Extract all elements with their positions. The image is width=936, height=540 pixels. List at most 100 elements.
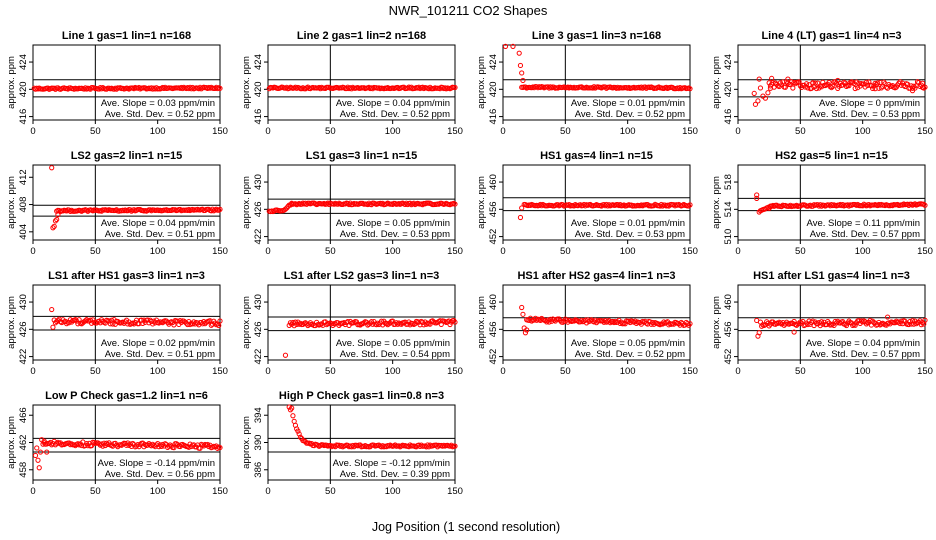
data-point bbox=[286, 404, 292, 410]
data-point bbox=[55, 317, 61, 323]
panel-13: Low P Check gas=1.2 lin=1 n=6 0 50 100 150 45… bbox=[6, 390, 228, 497]
slope-annotation: Ave. Slope = 0.04 ppm/min bbox=[101, 218, 215, 229]
data-point bbox=[757, 208, 764, 214]
y-tick-label: 426 bbox=[253, 201, 264, 217]
data-point bbox=[208, 322, 214, 328]
x-tick-label: 150 bbox=[447, 366, 463, 377]
data-point bbox=[782, 84, 788, 90]
data-point bbox=[297, 434, 304, 440]
y-tick-label: 462 bbox=[18, 435, 29, 451]
x-tick-label: 100 bbox=[385, 366, 401, 377]
plot-frame bbox=[502, 284, 691, 361]
y-tick-label: 422 bbox=[253, 229, 264, 245]
data-points bbox=[32, 437, 223, 471]
std-dev-annotation: Ave. Std. Dev. = 0.53 ppm bbox=[810, 109, 920, 120]
data-points bbox=[502, 43, 693, 92]
y-tick-label: 456 bbox=[488, 201, 499, 217]
data-point bbox=[872, 86, 878, 92]
y-tick-label: 452 bbox=[723, 349, 734, 365]
std-dev-annotation: Ave. Std. Dev. = 0.52 ppm bbox=[575, 349, 685, 360]
slope-annotation: Ave. Slope = 0.11 ppm/min bbox=[807, 218, 920, 229]
panels: Line 1 gas=1 lin=1 n=168 0 50 100 150 416 420 4… bbox=[6, 30, 933, 497]
panel-title: High P Check gas=1 lin=0.8 n=3 bbox=[279, 390, 444, 402]
data-point bbox=[96, 441, 102, 447]
panel-14: High P Check gas=1 lin=0.8 n=3 0 50 100 150 3… bbox=[241, 390, 463, 497]
data-point bbox=[76, 442, 82, 448]
x-tick-label: 50 bbox=[560, 126, 571, 137]
std-dev-annotation: Ave. Std. Dev. = 0.52 ppm bbox=[340, 109, 450, 120]
y-axis-label: approx. ppm bbox=[711, 296, 722, 349]
data-point bbox=[754, 192, 760, 198]
data-point bbox=[290, 413, 296, 419]
x-tick-label: 150 bbox=[212, 366, 228, 377]
data-point bbox=[55, 439, 61, 445]
y-tick-label: 460 bbox=[723, 294, 734, 310]
data-point bbox=[757, 85, 764, 91]
y-axis-label: approx. ppm bbox=[241, 296, 252, 349]
y-axis-label: approx. ppm bbox=[6, 56, 17, 109]
y-tick-label: 424 bbox=[488, 54, 499, 70]
std-dev-annotation: Ave. Std. Dev. = 0.57 ppm bbox=[810, 349, 920, 360]
x-tick-label: 50 bbox=[325, 126, 336, 137]
y-axis-label: approx. ppm bbox=[241, 56, 252, 109]
data-point bbox=[150, 321, 156, 327]
y-tick-label: 422 bbox=[18, 349, 29, 365]
data-point bbox=[519, 205, 525, 211]
y-tick-label: 394 bbox=[253, 407, 264, 423]
data-point bbox=[452, 443, 458, 449]
data-point bbox=[452, 84, 458, 91]
x-tick-label: 0 bbox=[265, 126, 270, 137]
data-points bbox=[282, 317, 458, 358]
data-points bbox=[754, 192, 928, 215]
y-tick-label: 424 bbox=[723, 54, 734, 70]
data-point bbox=[756, 209, 762, 215]
std-dev-annotation: Ave. Std. Dev. = 0.53 ppm bbox=[575, 229, 685, 240]
data-point bbox=[791, 318, 797, 325]
data-point bbox=[842, 321, 848, 327]
x-tick-label: 150 bbox=[447, 126, 463, 137]
x-tick-label: 150 bbox=[682, 126, 698, 137]
y-tick-label: 458 bbox=[18, 462, 29, 478]
data-point bbox=[546, 319, 552, 325]
x-tick-label: 150 bbox=[447, 486, 463, 497]
panel-title: LS1 after HS1 gas=3 lin=1 n=3 bbox=[48, 270, 205, 282]
y-tick-label: 420 bbox=[18, 81, 29, 97]
slope-annotation: Ave. Slope = 0.04 ppm/min bbox=[336, 98, 450, 109]
data-point bbox=[186, 444, 192, 450]
panel-title: Line 2 gas=1 lin=2 n=168 bbox=[297, 30, 426, 42]
x-tick-label: 0 bbox=[500, 246, 505, 257]
data-point bbox=[815, 80, 821, 86]
data-point bbox=[868, 83, 874, 89]
slope-annotation: Ave. Slope = 0.01 ppm/min bbox=[571, 218, 685, 229]
plot-frame bbox=[32, 164, 221, 241]
y-axis-label: approx. ppm bbox=[476, 56, 487, 109]
figure-x-axis-label: Jog Position (1 second resolution) bbox=[372, 520, 560, 534]
y-axis-label: approx. ppm bbox=[476, 296, 487, 349]
data-point bbox=[754, 317, 760, 324]
data-point bbox=[87, 317, 93, 323]
x-tick-label: 100 bbox=[150, 246, 166, 257]
data-point bbox=[790, 85, 796, 91]
data-points bbox=[49, 165, 223, 231]
panel-title: HS1 after HS2 gas=4 lin=1 n=3 bbox=[517, 270, 675, 282]
panel-title: HS2 gas=5 lin=1 n=15 bbox=[775, 150, 888, 162]
x-tick-label: 50 bbox=[325, 366, 336, 377]
data-point bbox=[687, 321, 693, 327]
data-point bbox=[909, 88, 916, 94]
x-tick-label: 100 bbox=[855, 246, 871, 257]
x-tick-label: 150 bbox=[212, 486, 228, 497]
data-points bbox=[31, 84, 223, 92]
panel-7: HS1 gas=4 lin=1 n=15 0 50 100 150 452 456 460ap… bbox=[476, 150, 698, 257]
x-tick-label: 50 bbox=[795, 246, 806, 257]
data-point bbox=[137, 441, 143, 447]
data-point bbox=[872, 80, 878, 86]
panel-1: Line 1 gas=1 lin=1 n=168 0 50 100 150 416 420 4… bbox=[6, 30, 228, 137]
data-point bbox=[906, 321, 912, 328]
x-tick-label: 100 bbox=[620, 366, 636, 377]
x-tick-label: 100 bbox=[385, 486, 401, 497]
y-tick-label: 424 bbox=[253, 54, 264, 70]
y-tick-label: 456 bbox=[723, 321, 734, 337]
data-point bbox=[922, 317, 928, 323]
y-tick-label: 420 bbox=[488, 81, 499, 97]
x-tick-label: 0 bbox=[735, 246, 740, 257]
